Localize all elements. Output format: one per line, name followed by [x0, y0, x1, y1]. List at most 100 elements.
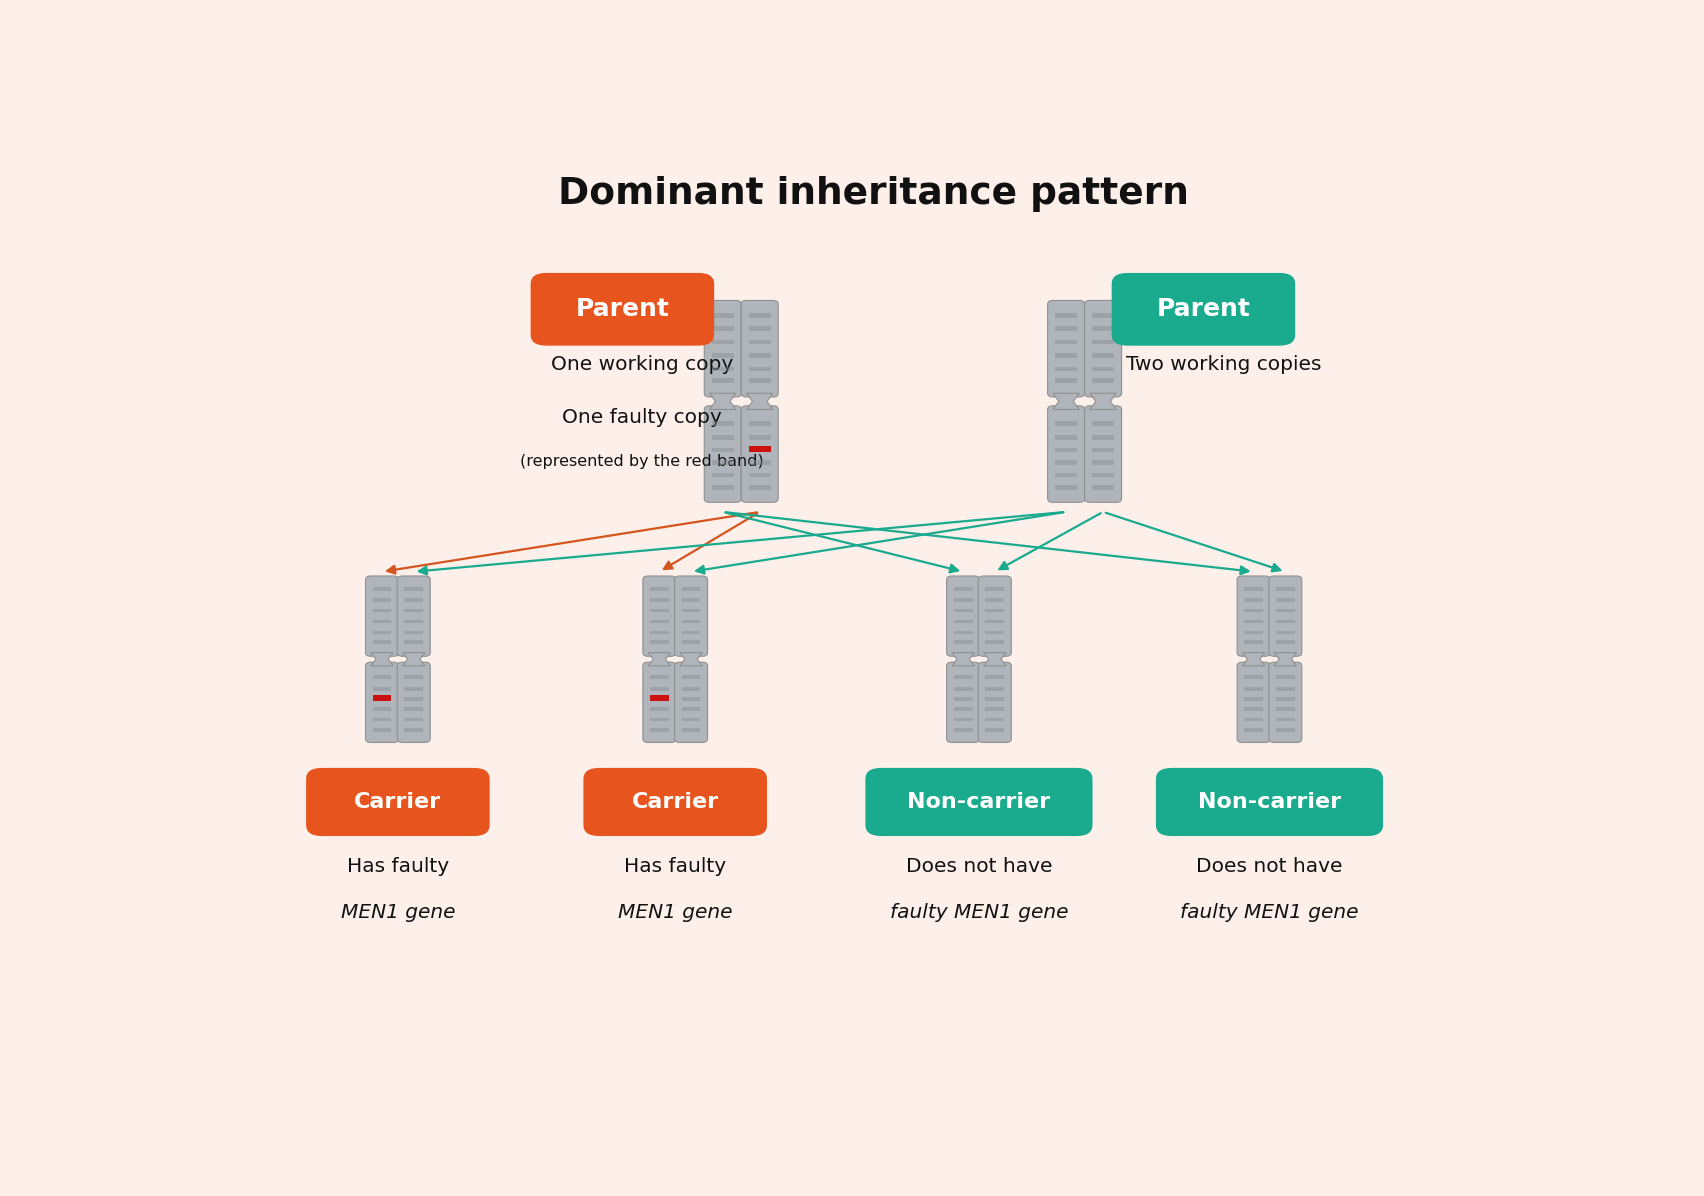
Text: Non-carrier: Non-carrier: [908, 792, 1050, 812]
Text: Two working copies: Two working copies: [1126, 355, 1321, 374]
FancyBboxPatch shape: [704, 405, 741, 502]
Bar: [682, 687, 700, 690]
Bar: [985, 630, 1004, 634]
Bar: [712, 366, 734, 371]
Bar: [1092, 486, 1114, 489]
Bar: [1244, 640, 1263, 643]
Bar: [1276, 728, 1295, 732]
FancyBboxPatch shape: [741, 300, 779, 397]
Bar: [1276, 718, 1295, 721]
Bar: [1092, 421, 1114, 426]
Bar: [1092, 435, 1114, 440]
Bar: [373, 620, 392, 623]
Polygon shape: [1091, 393, 1116, 409]
Bar: [1055, 313, 1077, 317]
Text: Non-carrier: Non-carrier: [1198, 792, 1341, 812]
Bar: [1092, 353, 1114, 358]
Polygon shape: [709, 393, 736, 409]
Text: faulty MEN1 gene: faulty MEN1 gene: [1181, 903, 1358, 922]
Bar: [682, 620, 700, 623]
Bar: [404, 697, 423, 701]
Bar: [1244, 687, 1263, 690]
Bar: [1055, 353, 1077, 358]
Bar: [649, 695, 668, 701]
Bar: [404, 620, 423, 623]
Bar: [682, 587, 700, 591]
FancyBboxPatch shape: [642, 663, 676, 743]
Bar: [985, 609, 1004, 612]
Polygon shape: [1242, 653, 1264, 666]
Polygon shape: [371, 653, 394, 666]
Bar: [985, 697, 1004, 701]
Bar: [649, 708, 668, 712]
FancyBboxPatch shape: [583, 768, 767, 836]
FancyBboxPatch shape: [1269, 663, 1302, 743]
Text: One working copy: One working copy: [550, 355, 733, 374]
FancyBboxPatch shape: [366, 576, 399, 657]
Bar: [373, 640, 392, 643]
Bar: [1092, 366, 1114, 371]
Bar: [954, 609, 973, 612]
Bar: [682, 598, 700, 602]
Bar: [373, 609, 392, 612]
FancyBboxPatch shape: [1269, 576, 1302, 657]
Bar: [1244, 587, 1263, 591]
Bar: [404, 687, 423, 690]
Bar: [682, 676, 700, 679]
Polygon shape: [1275, 653, 1297, 666]
Bar: [649, 728, 668, 732]
Bar: [748, 460, 770, 465]
Bar: [954, 697, 973, 701]
Bar: [954, 708, 973, 712]
Bar: [1055, 460, 1077, 465]
Bar: [404, 598, 423, 602]
FancyBboxPatch shape: [307, 768, 489, 836]
Bar: [985, 687, 1004, 690]
Bar: [404, 718, 423, 721]
Bar: [404, 708, 423, 712]
Bar: [682, 609, 700, 612]
Bar: [1276, 630, 1295, 634]
Bar: [1276, 609, 1295, 612]
Bar: [985, 676, 1004, 679]
Bar: [1276, 687, 1295, 690]
FancyBboxPatch shape: [1048, 300, 1085, 397]
Bar: [748, 340, 770, 344]
Bar: [748, 472, 770, 477]
Bar: [649, 630, 668, 634]
Bar: [649, 598, 668, 602]
Bar: [1276, 587, 1295, 591]
Bar: [954, 620, 973, 623]
Bar: [682, 630, 700, 634]
FancyBboxPatch shape: [1085, 300, 1121, 397]
Bar: [985, 587, 1004, 591]
FancyBboxPatch shape: [675, 663, 707, 743]
Bar: [712, 486, 734, 489]
Bar: [373, 630, 392, 634]
Bar: [712, 435, 734, 440]
Bar: [404, 630, 423, 634]
Bar: [1244, 718, 1263, 721]
Bar: [1055, 435, 1077, 440]
Bar: [404, 676, 423, 679]
Bar: [985, 708, 1004, 712]
Bar: [649, 676, 668, 679]
FancyBboxPatch shape: [1048, 405, 1085, 502]
Text: Has faulty: Has faulty: [348, 858, 448, 875]
Bar: [649, 609, 668, 612]
Bar: [712, 340, 734, 344]
Bar: [985, 598, 1004, 602]
Bar: [1055, 486, 1077, 489]
Bar: [1092, 447, 1114, 452]
Bar: [954, 587, 973, 591]
FancyBboxPatch shape: [978, 663, 1010, 743]
Text: One faulty copy: One faulty copy: [562, 409, 722, 427]
Bar: [1276, 640, 1295, 643]
Text: Carrier: Carrier: [632, 792, 719, 812]
Bar: [1276, 598, 1295, 602]
Bar: [1244, 728, 1263, 732]
Text: Parent: Parent: [576, 298, 670, 322]
Bar: [954, 598, 973, 602]
Bar: [682, 728, 700, 732]
Polygon shape: [983, 653, 1005, 666]
